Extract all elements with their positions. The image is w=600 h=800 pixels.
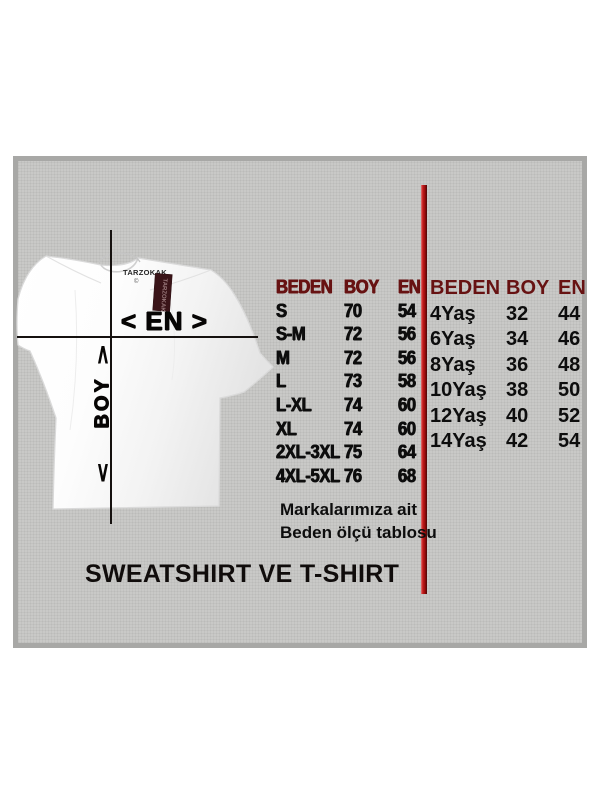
svg-text:©: © bbox=[134, 278, 139, 285]
